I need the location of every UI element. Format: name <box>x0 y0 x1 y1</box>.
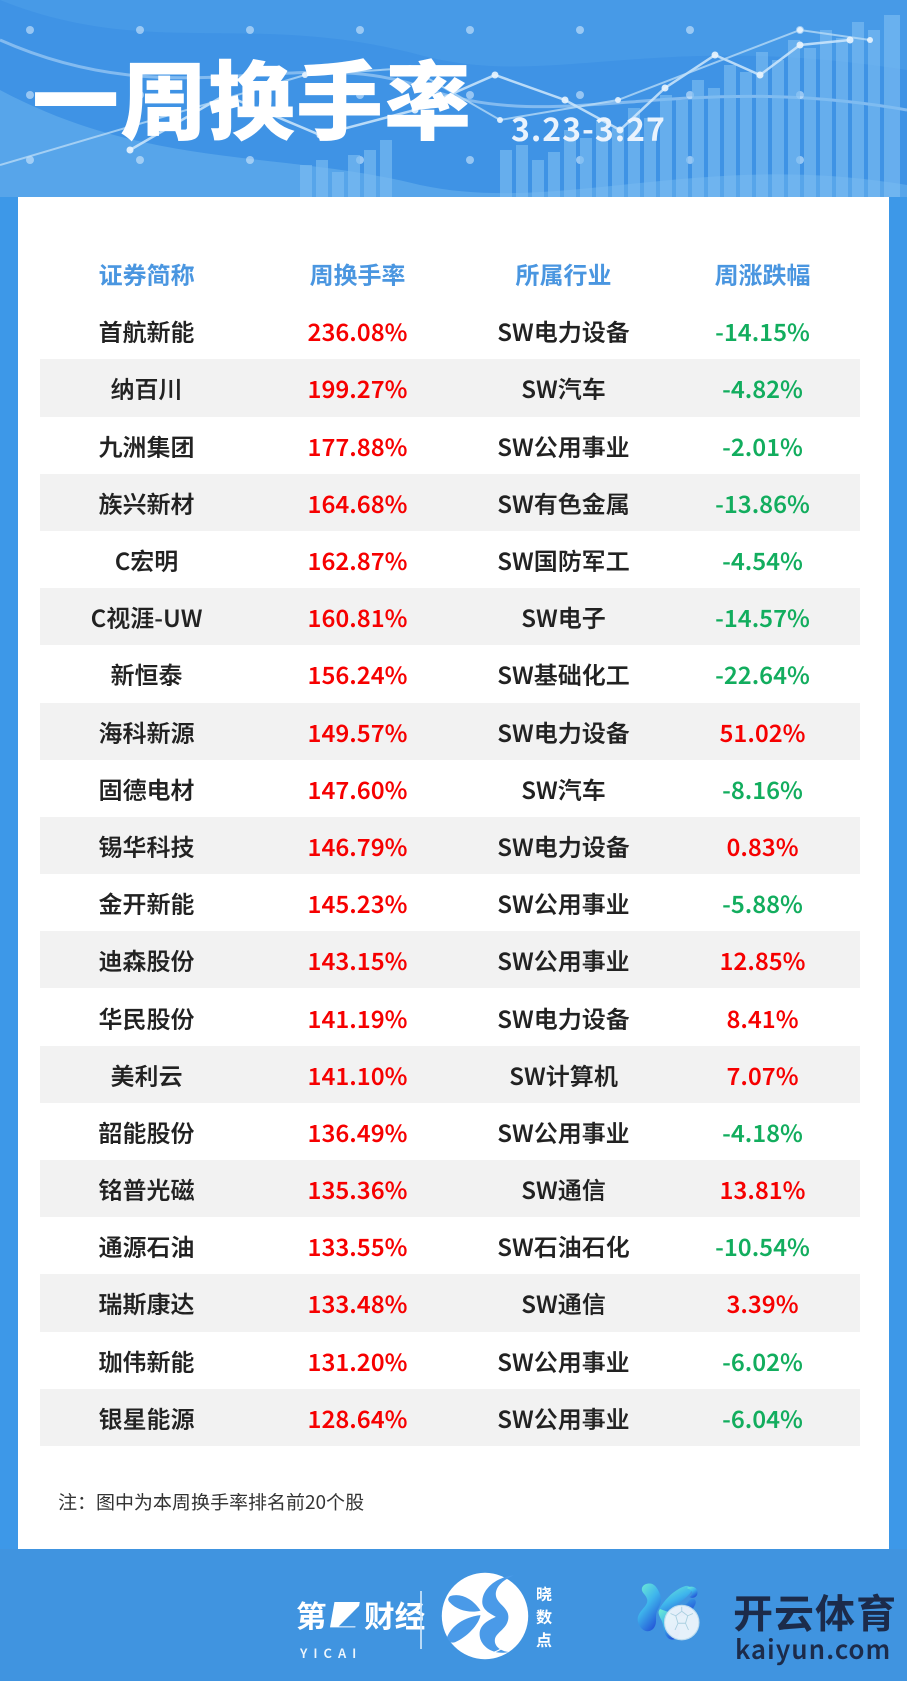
svg-text:第: 第 <box>296 1597 327 1637</box>
svg-text:财经: 财经 <box>364 1597 426 1637</box>
